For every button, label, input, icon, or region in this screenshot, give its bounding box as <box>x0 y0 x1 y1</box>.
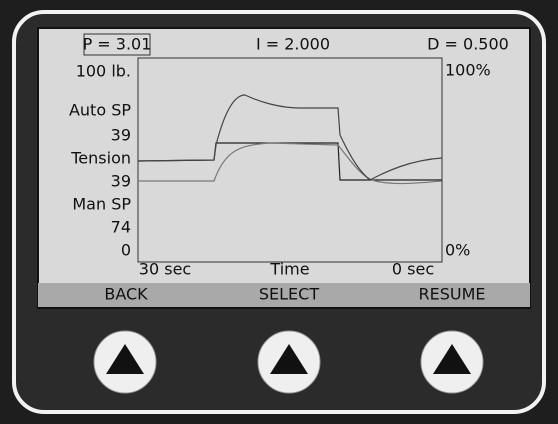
bottom-label: 30 sec <box>139 260 191 279</box>
right-label: 100% <box>445 61 491 80</box>
button-back[interactable] <box>94 331 156 393</box>
left-label: 100 lb. <box>76 62 131 81</box>
left-label: Auto SP <box>69 101 131 120</box>
p-value[interactable]: P = 3.01 <box>83 35 152 54</box>
device: P = 3.01 I = 2.000 D = 0.500 100 lb. Aut… <box>0 0 558 424</box>
right-label: 0% <box>445 241 470 260</box>
page: P = 3.01 I = 2.000 D = 0.500 100 lb. Aut… <box>0 0 558 424</box>
left-label: 39 <box>111 126 131 145</box>
softkey-label: SELECT <box>259 285 319 304</box>
left-label: 74 <box>111 218 131 237</box>
softkey-label: BACK <box>104 285 148 304</box>
bottom-label: 0 sec <box>392 260 434 279</box>
bottom-label: Time <box>269 260 309 279</box>
left-label: Tension <box>70 149 131 168</box>
left-label: 39 <box>111 172 131 191</box>
left-label: 0 <box>121 241 131 260</box>
button-resume[interactable] <box>421 331 483 393</box>
i-value[interactable]: I = 2.000 <box>256 35 330 54</box>
d-value[interactable]: D = 0.500 <box>427 35 509 54</box>
button-select[interactable] <box>258 331 320 393</box>
left-label: Man SP <box>72 195 131 214</box>
softkey-label: RESUME <box>418 285 485 304</box>
